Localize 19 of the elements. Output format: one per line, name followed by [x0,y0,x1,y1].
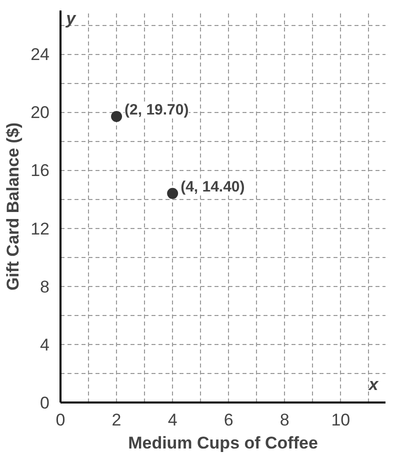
x-tick-label: 10 [331,410,350,430]
y-tick-label: 16 [30,161,50,180]
y-tick-label: 0 [40,394,50,412]
x-tick-label: 2 [112,410,122,430]
y-tick-label: 20 [30,103,50,122]
x-tick-label: 8 [280,410,290,430]
annotation: (2, 19.70) [124,101,189,118]
y-tick-label: 24 [30,45,50,64]
y-tick-label: 4 [40,335,50,354]
x-tick-label: 6 [224,410,234,430]
y-axis-title: Gift Card Balance ($) [4,122,23,291]
x-tick-label: 0 [56,410,66,430]
x-tick-label: 4 [168,410,178,430]
y-tick-label: 12 [30,219,50,238]
annotation: x [368,374,380,394]
annotation: (4, 14.40) [180,178,245,196]
x-axis-title: Medium Cups of Coffee [128,434,318,452]
y-tick-label: 8 [40,277,50,296]
annotation: y [65,8,78,28]
